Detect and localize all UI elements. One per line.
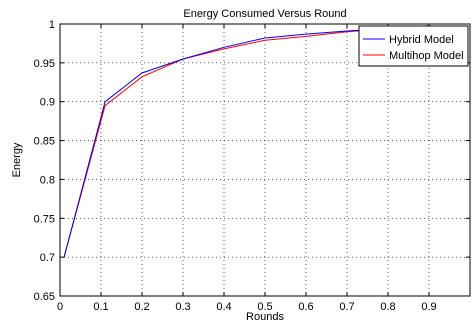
y-tick-label: 0.7 — [40, 252, 55, 264]
legend: Hybrid Model Multihop Model — [358, 25, 469, 67]
y-tick-label: 0.75 — [34, 213, 55, 225]
x-tick-label: 0 — [57, 301, 63, 313]
x-tick-label: 0.4 — [216, 301, 231, 313]
y-tick-label: 0.8 — [40, 174, 55, 186]
x-axis-tick-labels: 0 0.1 0.2 0.3 0.4 0.5 0.6 0.7 0.8 0.9 — [57, 301, 437, 313]
y-tick-label: 1 — [49, 19, 55, 31]
x-tick-label: 0.7 — [339, 301, 354, 313]
y-axis-title: Energy — [11, 142, 23, 177]
x-axis-title: Rounds — [246, 311, 284, 323]
x-tick-label: 0.2 — [134, 301, 149, 313]
legend-box — [358, 25, 469, 67]
y-tick-label: 0.95 — [34, 58, 55, 70]
x-tick-label: 0.1 — [93, 301, 108, 313]
y-tick-label: 0.85 — [34, 136, 55, 148]
x-tick-label: 0.6 — [298, 301, 313, 313]
y-tick-label: 0.9 — [40, 97, 55, 109]
chart-title: Energy Consumed Versus Round — [183, 8, 346, 20]
y-axis-tick-labels: 0.65 0.7 0.75 0.8 0.85 0.9 0.95 1 — [34, 19, 55, 303]
y-tick-label: 0.65 — [34, 291, 55, 303]
legend-label-hybrid-model: Hybrid Model — [389, 34, 454, 46]
x-tick-label: 0.5 — [257, 301, 272, 313]
x-tick-label: 0.8 — [380, 301, 395, 313]
x-tick-label: 0.3 — [175, 301, 190, 313]
legend-label-multihop-model: Multihop Model — [389, 50, 464, 62]
grid-lines — [60, 24, 470, 296]
x-tick-label: 0.9 — [421, 301, 436, 313]
